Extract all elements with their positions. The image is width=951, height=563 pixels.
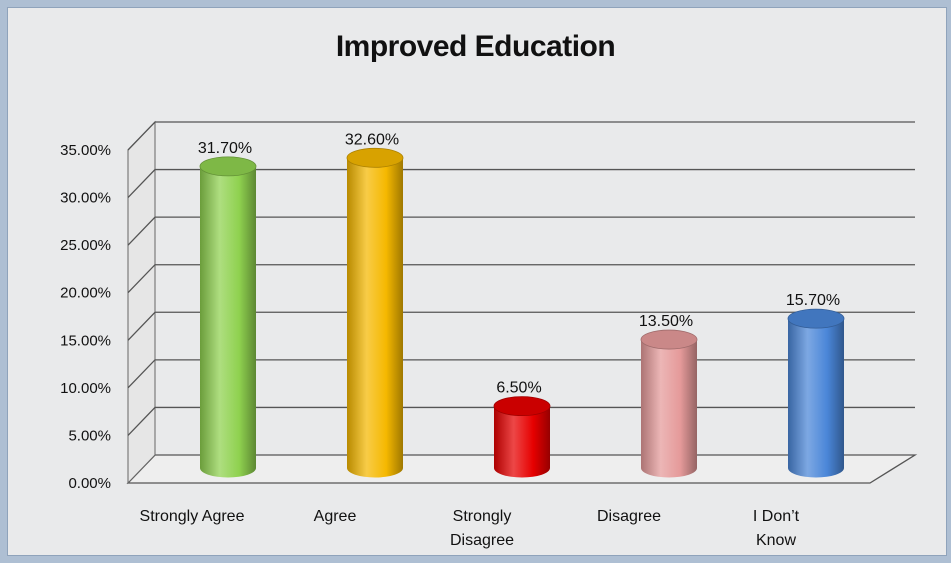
bar-top bbox=[199, 156, 257, 177]
bar-body bbox=[494, 406, 550, 478]
x-tick-label: Strongly Disagree bbox=[450, 508, 514, 549]
y-tick-label: 25.00% bbox=[60, 237, 111, 254]
y-tick-label: 35.00% bbox=[60, 142, 111, 159]
data-label: 31.70% bbox=[198, 140, 252, 157]
data-label: 6.50% bbox=[496, 380, 541, 397]
y-tick-label: 5.00% bbox=[68, 427, 111, 444]
bar bbox=[640, 329, 698, 478]
y-tick-label: 10.00% bbox=[60, 380, 111, 397]
y-tick-label: 20.00% bbox=[60, 285, 111, 302]
bar-top bbox=[346, 147, 404, 168]
bar-top bbox=[787, 308, 845, 329]
bar bbox=[787, 308, 845, 478]
bar-body bbox=[641, 339, 697, 478]
y-tick-label: 0.00% bbox=[68, 475, 111, 492]
gridline bbox=[127, 311, 915, 341]
bar-body bbox=[788, 318, 844, 478]
chart-side-wall bbox=[127, 120, 156, 485]
gridline bbox=[127, 168, 915, 199]
data-label: 15.70% bbox=[786, 292, 840, 309]
bar-body bbox=[200, 166, 256, 478]
bar bbox=[346, 147, 404, 478]
gridline bbox=[127, 264, 915, 294]
bar-top bbox=[493, 396, 551, 417]
y-tick-label: 15.00% bbox=[60, 332, 111, 349]
data-label: 13.50% bbox=[639, 313, 693, 330]
bar-body bbox=[347, 157, 403, 478]
x-tick-label: I Don’t Know bbox=[753, 508, 800, 549]
x-tick-label: Agree bbox=[314, 508, 357, 525]
gridline bbox=[127, 216, 915, 246]
y-tick-label: 30.00% bbox=[60, 190, 111, 207]
bar bbox=[199, 156, 257, 478]
x-tick-label: Strongly Agree bbox=[140, 508, 245, 525]
gridline bbox=[127, 121, 915, 151]
data-label: 32.60% bbox=[345, 131, 399, 148]
chart-title: Improved Education bbox=[335, 30, 616, 63]
x-tick-label: Disagree bbox=[597, 508, 661, 525]
bar bbox=[493, 396, 551, 478]
bar-top bbox=[640, 329, 698, 350]
